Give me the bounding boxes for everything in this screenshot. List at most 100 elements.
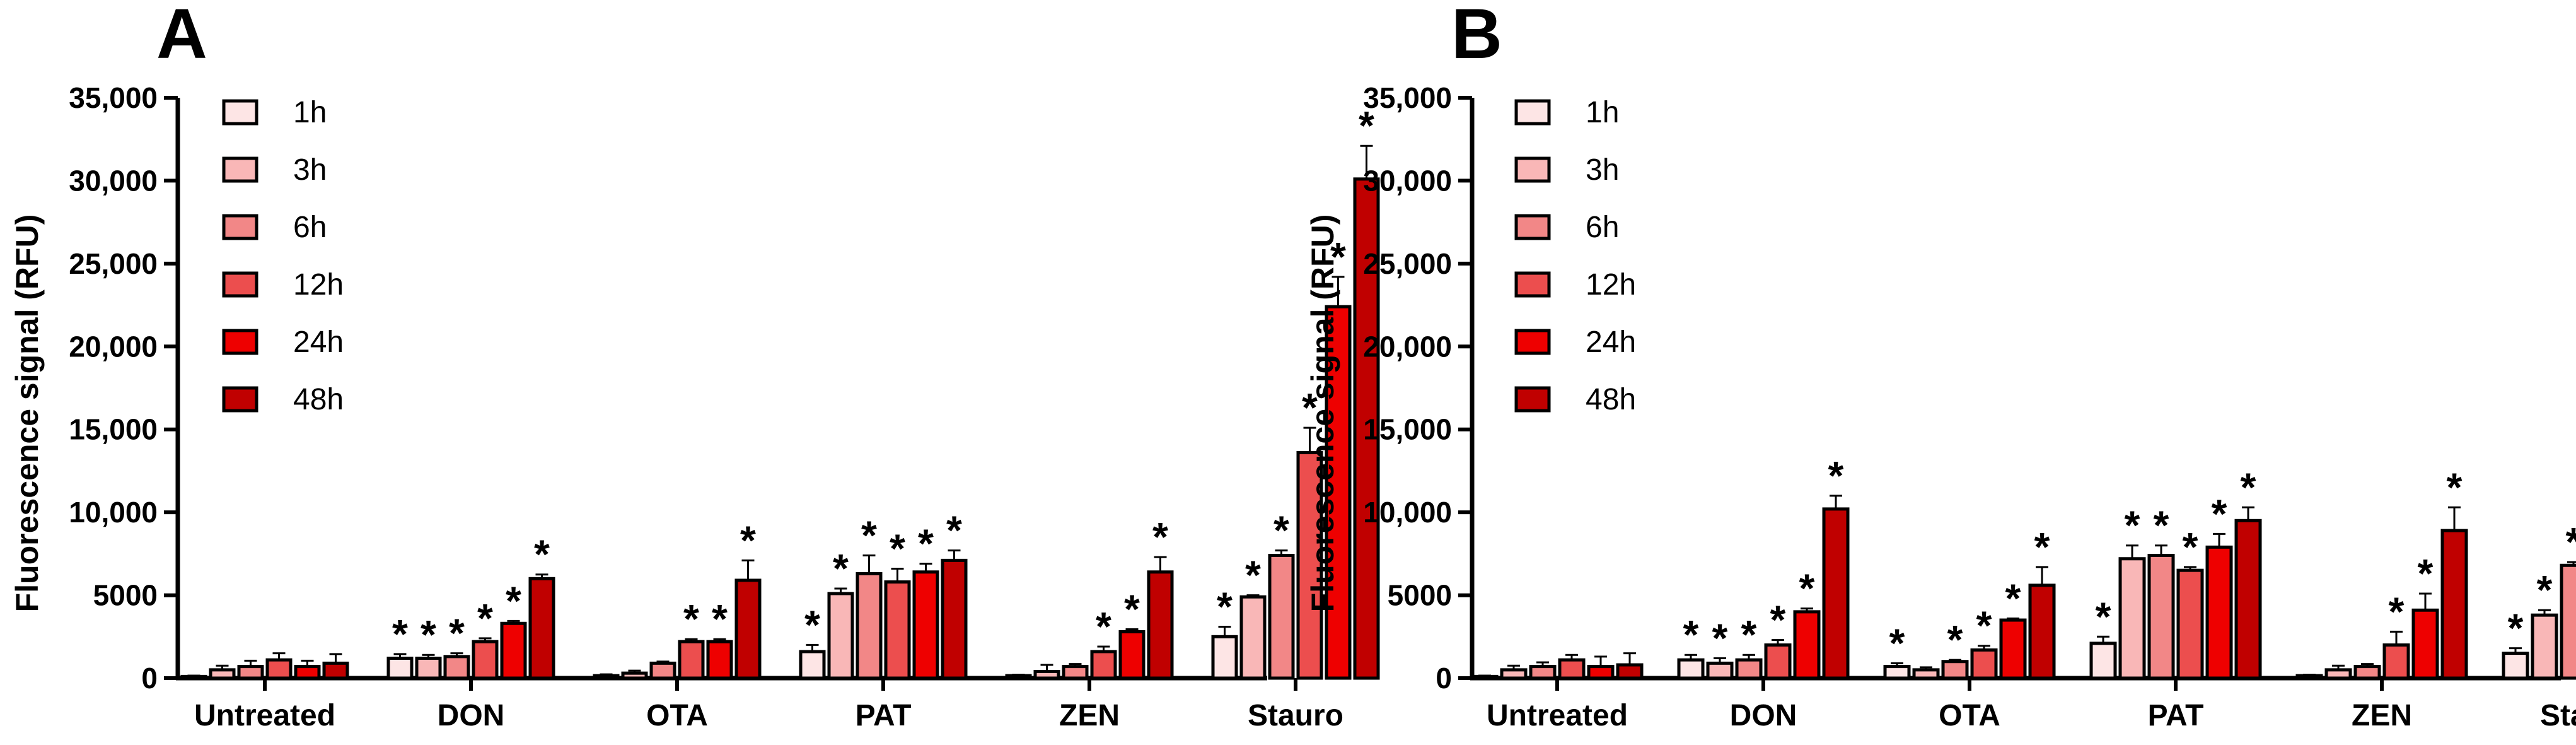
significance-star: * (2389, 589, 2405, 634)
bar (734, 578, 762, 680)
bar (1558, 658, 1586, 680)
significance-star: * (2212, 491, 2227, 536)
x-category-label: Untreated (194, 699, 335, 732)
bar (2176, 568, 2204, 680)
bar (237, 665, 264, 680)
significance-star: * (1741, 612, 1757, 657)
bar (1090, 650, 1117, 680)
bar (265, 658, 293, 680)
y-tick-label: 0 (141, 662, 158, 695)
bar (500, 621, 527, 680)
bar (2382, 643, 2410, 680)
bar (2205, 545, 2233, 680)
significance-star: * (2537, 567, 2553, 613)
bar (1941, 660, 1969, 680)
significance-star: * (1217, 584, 1233, 630)
legend-swatch (222, 156, 258, 183)
bar (621, 671, 648, 680)
legend-label: 1h (293, 96, 327, 129)
legend-swatch (1514, 386, 1551, 413)
significance-star: * (1096, 604, 1111, 649)
bar (180, 674, 207, 680)
legend-label: 12h (293, 268, 344, 302)
x-category-label: Stauro (1248, 699, 1343, 732)
significance-star: * (683, 596, 699, 642)
bar (1325, 305, 1352, 680)
bar (472, 640, 499, 680)
significance-star: * (1273, 508, 1289, 553)
bar (856, 572, 883, 680)
bar (912, 570, 939, 680)
bar (884, 580, 911, 680)
panel-a: A Fluorescence signal (RFU) 0 5000 10,000 15,… (9, 0, 1380, 732)
bar (2118, 557, 2146, 680)
y-tick-label: 10,000 (69, 496, 158, 529)
significance-star: * (1359, 103, 1374, 148)
legend-swatch (1514, 271, 1551, 298)
significance-star: * (1330, 234, 1346, 279)
significance-star: * (2096, 594, 2111, 639)
y-axis-label: Fluorescence signal (RFU) (9, 214, 45, 613)
bar (2147, 553, 2175, 680)
y-tick-label: 5000 (93, 579, 158, 612)
bar (1793, 610, 1821, 680)
bar (1883, 665, 1911, 680)
panel-letter: A (156, 0, 207, 73)
x-category-label: Stauro (2540, 699, 2576, 732)
bar (1005, 674, 1032, 680)
significance-star: * (534, 532, 550, 577)
significance-star: * (1976, 603, 1992, 648)
significance-star: * (506, 578, 521, 623)
bar (294, 665, 321, 680)
bar (528, 577, 555, 680)
significance-star: * (861, 512, 877, 558)
legend-label: 24h (293, 326, 344, 359)
y-tick-label: 15,000 (1363, 413, 1452, 446)
bar (827, 592, 854, 680)
x-category-label: PAT (2148, 699, 2204, 732)
bar (1970, 648, 1998, 680)
significance-star: * (946, 508, 962, 553)
legend-label: 12h (1586, 268, 1636, 302)
bar (1677, 658, 1705, 680)
y-tick-label: 35,000 (69, 81, 158, 114)
bar (1735, 658, 1763, 680)
y-tick-label: 5000 (1388, 579, 1452, 612)
significance-star: * (2418, 551, 2434, 596)
bar (2353, 665, 2381, 680)
x-category-label: DON (1730, 699, 1797, 732)
significance-star: * (1889, 620, 1905, 666)
x-category-label: ZEN (1059, 699, 1120, 732)
x-category-label: ZEN (2352, 699, 2412, 732)
significance-star: * (2241, 464, 2256, 510)
bar (1147, 570, 1174, 680)
significance-star: * (2183, 524, 2198, 570)
bar (2295, 674, 2323, 680)
legend-label: 48h (1586, 383, 1636, 416)
bar (1999, 618, 2027, 680)
bar (2028, 584, 2056, 680)
legend-label: 24h (1586, 326, 1636, 359)
significance-star: * (1152, 514, 1168, 560)
legend-swatch (222, 214, 258, 240)
significance-star: * (1245, 553, 1261, 598)
significance-star: * (421, 612, 436, 657)
significance-star: * (833, 546, 849, 591)
significance-star: * (804, 602, 820, 647)
bar (322, 661, 349, 680)
y-tick-label: 20,000 (1363, 330, 1452, 363)
significance-star: * (918, 521, 934, 566)
legend-swatch (1514, 99, 1551, 126)
significance-star: * (712, 596, 728, 642)
y-tick-label: 0 (1436, 662, 1452, 695)
bar (1062, 665, 1089, 680)
y-tick-label: 30,000 (1363, 164, 1452, 197)
y-tick-label: 15,000 (69, 413, 158, 446)
x-category-label: OTA (646, 699, 708, 732)
significance-star: * (1770, 597, 1786, 643)
bar (1706, 661, 1734, 680)
bar (1822, 507, 1850, 680)
bar (649, 661, 676, 680)
legend-label: 6h (1586, 211, 1619, 244)
bar (2531, 613, 2558, 680)
